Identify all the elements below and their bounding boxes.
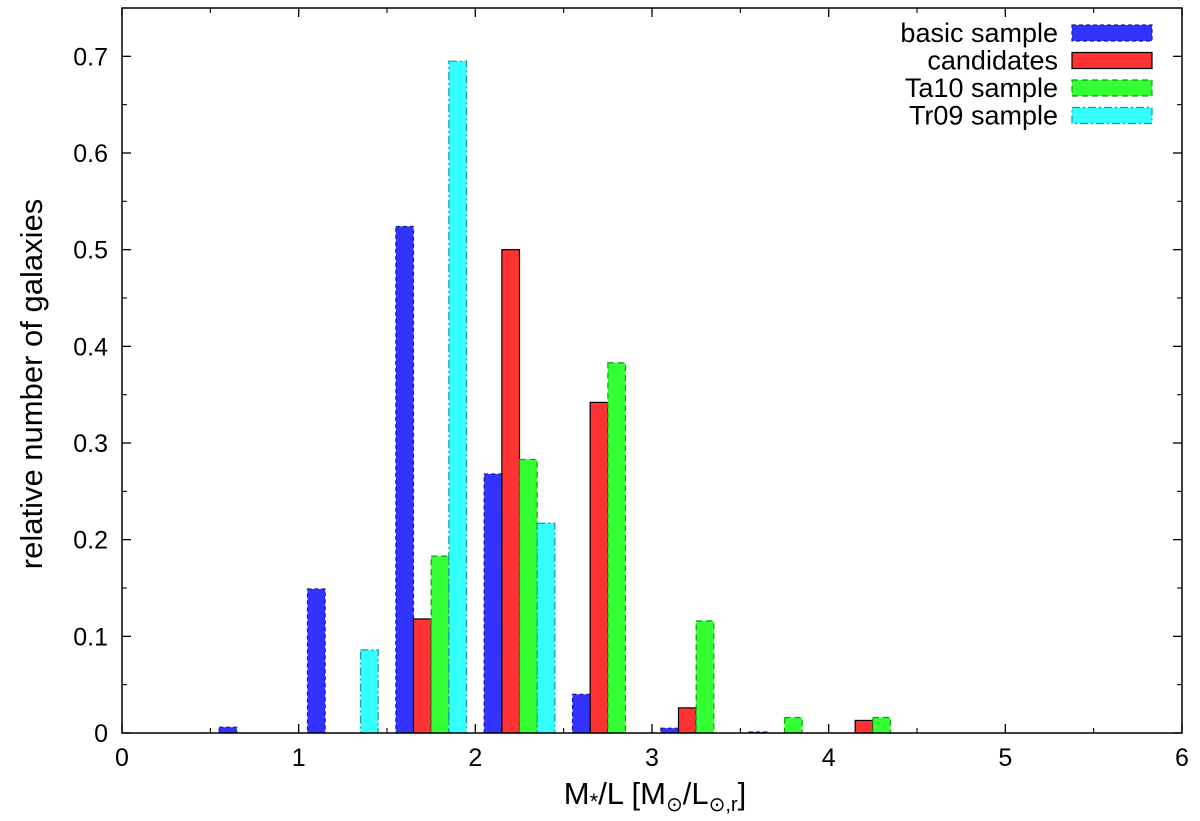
bar-candidates: [589, 401, 609, 734]
y-tick-label: 0.1: [73, 623, 108, 651]
x-axis-label-main: M: [564, 776, 590, 811]
bar-candidates: [677, 707, 697, 734]
legend-swatch: [1071, 79, 1153, 97]
x-axis-label-mid2: /L: [683, 776, 709, 811]
x-axis-label-sun: ⊙: [666, 794, 683, 816]
legend-label: Ta10 sample: [905, 73, 1058, 103]
y-tick-label: 0.4: [73, 333, 108, 361]
y-tick-label: 0.6: [73, 140, 108, 168]
x-tick-label: 2: [468, 744, 482, 772]
legend-label: Tr09 sample: [909, 101, 1058, 131]
bar-candidates: [854, 719, 874, 734]
legend-label: basic sample: [900, 18, 1058, 48]
y-tick-label: 0.2: [73, 527, 108, 555]
x-axis-label-star: *: [590, 789, 599, 814]
y-tick-label: 0: [94, 720, 108, 748]
x-axis-label: M*/L [M⊙/L⊙,r]: [564, 776, 746, 816]
bar-ta10-sample: [783, 716, 803, 734]
bar-tr09-sample: [536, 522, 556, 734]
plot-frame: [121, 7, 1183, 734]
bar-tr09-sample: [359, 649, 379, 734]
bar-ta10-sample: [872, 716, 892, 734]
y-axis-label: relative number of galaxies: [14, 199, 49, 569]
bar-ta10-sample: [430, 555, 450, 734]
bar-ta10-sample: [695, 620, 715, 734]
legend-swatch: [1071, 51, 1153, 70]
x-tick-label: 1: [292, 744, 306, 772]
x-tick-label: 6: [1175, 744, 1189, 772]
bars-layer: [218, 60, 892, 734]
bar-basic-sample: [483, 473, 503, 734]
bar-tr09-sample: [448, 60, 468, 734]
bar-basic-sample: [571, 693, 591, 734]
bar-basic-sample: [306, 588, 326, 734]
bar-ta10-sample: [607, 362, 627, 734]
legend-label: candidates: [927, 46, 1058, 76]
bar-ta10-sample: [518, 458, 538, 734]
bar-candidates: [501, 249, 521, 734]
legend-swatch: [1071, 106, 1153, 125]
x-axis-label-mid: /L [M: [598, 776, 666, 811]
y-tick-label: 0.3: [73, 430, 108, 458]
bar-basic-sample: [395, 225, 415, 734]
x-tick-label: 3: [645, 744, 659, 772]
x-axis-label-close: ]: [738, 776, 747, 811]
y-tick-label: 0.5: [73, 237, 108, 265]
x-tick-label: 0: [115, 744, 129, 772]
x-tick-label: 4: [822, 744, 836, 772]
legend-swatch: [1071, 24, 1153, 42]
bar-candidates: [412, 618, 432, 734]
bar-basic-sample: [218, 726, 238, 734]
x-tick-label: 5: [998, 744, 1012, 772]
tick-labels: 0 1 2 3 4 5 6 0 0.1 0.2 0.3 0.4 0.5 0.6 0.7: [73, 43, 1189, 772]
y-tick-label: 0.7: [73, 43, 108, 71]
x-axis-label-sun-r: ⊙,r: [709, 794, 738, 816]
